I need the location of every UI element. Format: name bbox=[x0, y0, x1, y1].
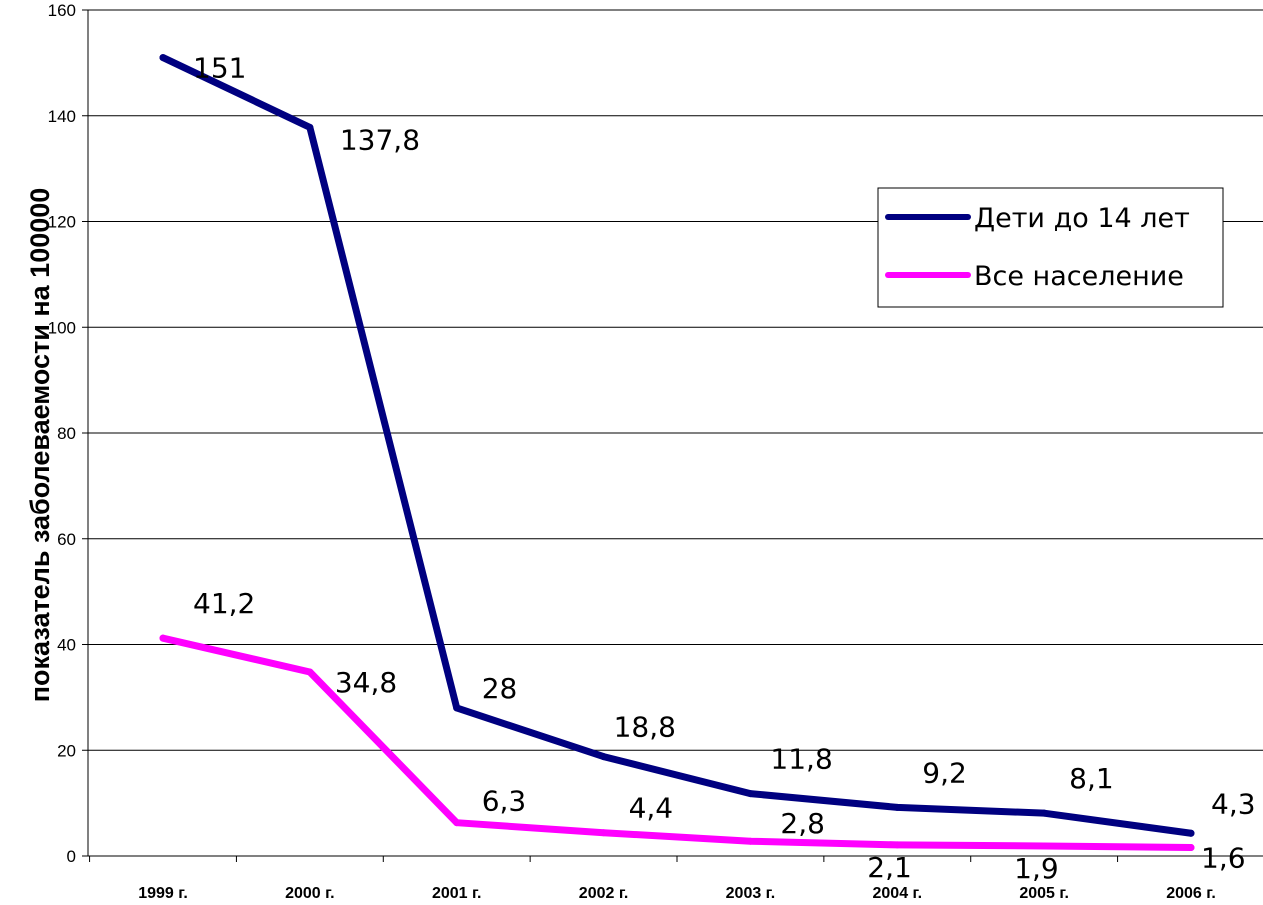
legend-label-children: Дети до 14 лет bbox=[974, 203, 1190, 234]
data-point bbox=[893, 803, 901, 811]
data-point bbox=[306, 668, 314, 676]
y-tick-label: 60 bbox=[57, 530, 76, 549]
data-label: 2,8 bbox=[780, 807, 825, 840]
y-tick-label: 100 bbox=[48, 318, 76, 337]
legend: Дети до 14 лет Все население bbox=[877, 187, 1224, 308]
data-label: 11,8 bbox=[770, 743, 832, 776]
data-label: 2,1 bbox=[867, 851, 912, 884]
data-label: 4,3 bbox=[1211, 787, 1256, 820]
data-point bbox=[1187, 844, 1195, 852]
data-point bbox=[159, 54, 167, 62]
y-tick-label: 140 bbox=[48, 107, 76, 126]
x-tick-label: 2003 г. bbox=[726, 885, 776, 902]
data-point bbox=[306, 123, 314, 131]
x-tick-label: 2001 г. bbox=[432, 885, 482, 902]
data-label: 1,9 bbox=[1014, 852, 1059, 885]
data-label: 41,2 bbox=[193, 587, 255, 620]
x-tick-label: 2005 г. bbox=[1019, 885, 1069, 902]
x-tick-label: 2000 г. bbox=[285, 885, 335, 902]
data-label: 8,1 bbox=[1069, 762, 1114, 795]
data-point bbox=[1187, 829, 1195, 837]
data-label: 137,8 bbox=[340, 123, 420, 156]
data-point bbox=[453, 704, 461, 712]
y-tick-label: 20 bbox=[57, 741, 76, 760]
series-lines bbox=[159, 54, 1195, 852]
data-point bbox=[159, 634, 167, 642]
y-tick-label: 80 bbox=[57, 424, 76, 443]
y-tick-label: 120 bbox=[48, 213, 76, 232]
series-line-children bbox=[159, 54, 1195, 837]
data-label: 18,8 bbox=[614, 711, 676, 744]
data-label: 28 bbox=[482, 672, 518, 705]
data-label: 9,2 bbox=[922, 756, 967, 789]
x-tick-label: 2004 г. bbox=[873, 885, 923, 902]
legend-box bbox=[877, 187, 1224, 308]
data-point bbox=[600, 753, 608, 761]
series-line-population bbox=[159, 634, 1195, 852]
data-point bbox=[600, 829, 608, 837]
data-label: 1,6 bbox=[1201, 842, 1246, 875]
gridlines bbox=[88, 9, 1263, 751]
data-point bbox=[893, 841, 901, 849]
legend-label-population: Все население bbox=[974, 261, 1184, 292]
x-tick-label: 1999 г. bbox=[138, 885, 188, 902]
x-tick-label: 2006 г. bbox=[1166, 885, 1216, 902]
data-label: 34,8 bbox=[335, 666, 397, 699]
data-point bbox=[1040, 842, 1048, 850]
data-labels: 151 137,8 28 18,8 11,8 9,2 8,1 4,3 41,2 34,8 6,3 4,… bbox=[193, 52, 1256, 885]
data-label: 6,3 bbox=[482, 785, 527, 818]
axes: 0 20 40 60 80 100 120 140 160 1999 г. 2000 г. 2001 … bbox=[48, 1, 1263, 902]
data-label: 151 bbox=[193, 52, 246, 85]
y-axis-title: показатель заболеваемости на 100000 bbox=[25, 188, 55, 703]
data-label: 4,4 bbox=[629, 792, 674, 825]
data-point bbox=[1040, 809, 1048, 817]
y-tick-label: 40 bbox=[57, 636, 76, 655]
data-point bbox=[746, 790, 754, 798]
y-tick-label: 0 bbox=[67, 847, 76, 866]
data-point bbox=[453, 819, 461, 827]
data-point bbox=[746, 837, 754, 845]
y-tick-label: 160 bbox=[48, 1, 76, 20]
x-tick-label: 2002 г. bbox=[579, 885, 629, 902]
